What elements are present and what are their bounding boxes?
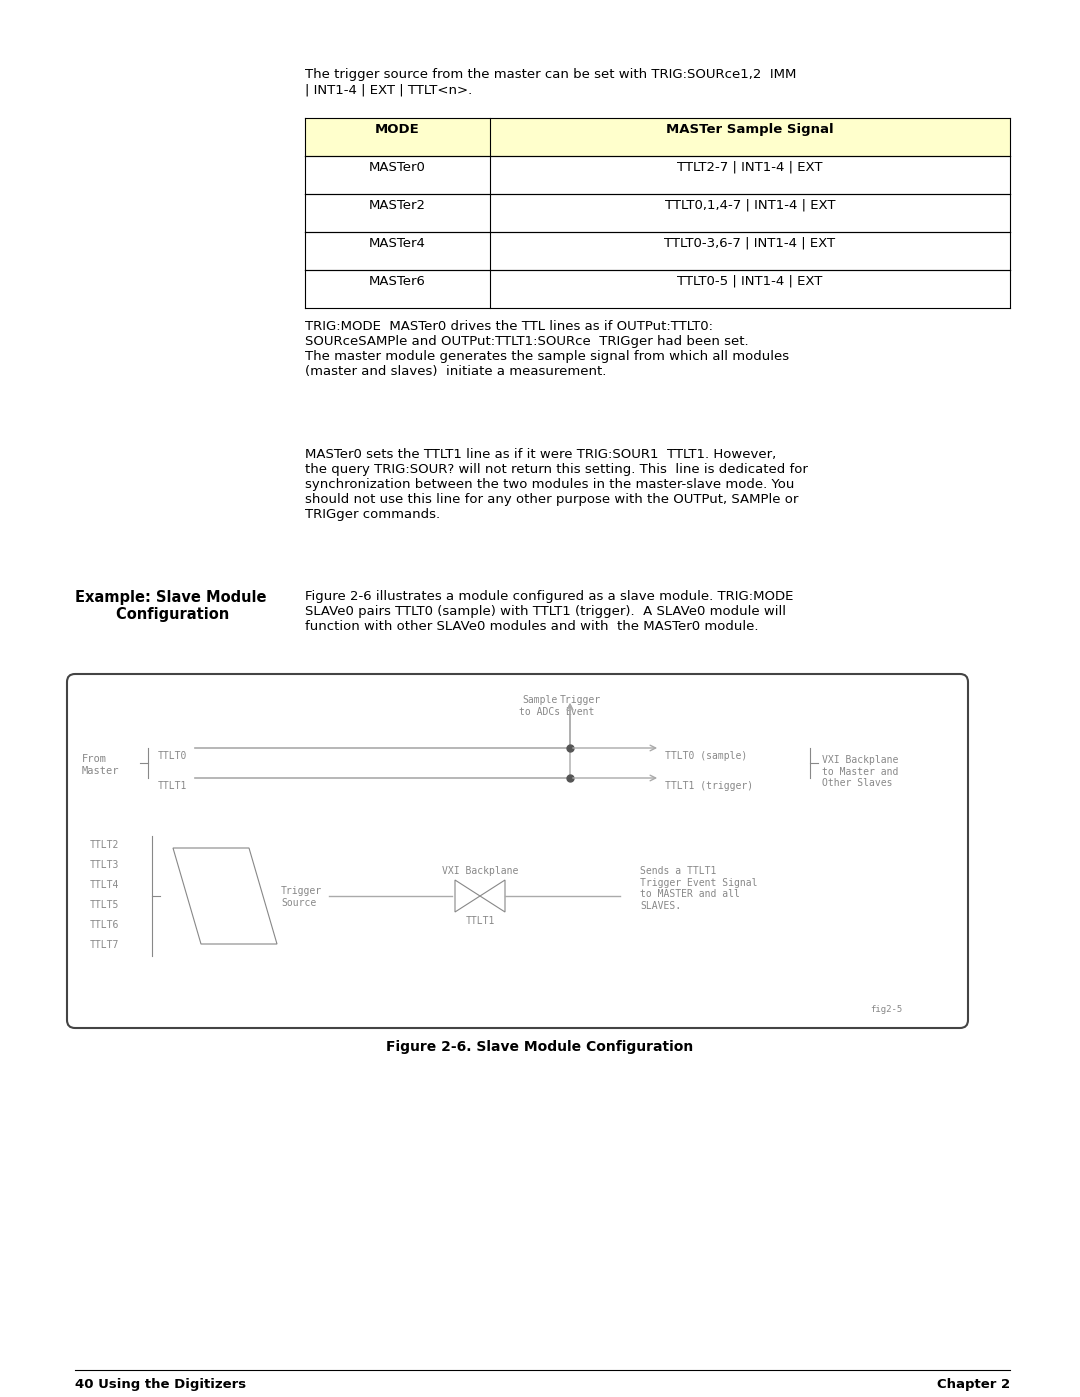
- Text: TTLT2-7 | INT1-4 | EXT: TTLT2-7 | INT1-4 | EXT: [677, 161, 823, 173]
- Text: TTLT0,1,4-7 | INT1-4 | EXT: TTLT0,1,4-7 | INT1-4 | EXT: [665, 198, 835, 212]
- Text: From
Master: From Master: [82, 754, 120, 775]
- Text: Figure 2-6. Slave Module Configuration: Figure 2-6. Slave Module Configuration: [387, 1039, 693, 1053]
- Text: Trigger
Event: Trigger Event: [559, 694, 600, 717]
- Text: TTLT4: TTLT4: [90, 880, 120, 890]
- Text: TTLT1: TTLT1: [158, 781, 187, 791]
- Text: TTLT0-5 | INT1-4 | EXT: TTLT0-5 | INT1-4 | EXT: [677, 275, 823, 288]
- Text: TTLT6: TTLT6: [90, 921, 120, 930]
- Text: Sends a TTLT1
Trigger Event Signal
to MASTER and all
SLAVES.: Sends a TTLT1 Trigger Event Signal to MA…: [640, 866, 757, 911]
- Bar: [305, 194, 1010, 232]
- Text: VXI Backplane: VXI Backplane: [442, 866, 518, 876]
- Text: IMM  —: IMM —: [208, 882, 241, 891]
- Text: INT1–4 —: INT1–4 —: [203, 895, 246, 905]
- Text: TTLT2: TTLT2: [90, 840, 120, 849]
- Text: TTLT0: TTLT0: [158, 752, 187, 761]
- Text: Trigger
Source: Trigger Source: [281, 886, 322, 908]
- Text: MASTer4: MASTer4: [369, 237, 426, 250]
- Text: MODE: MODE: [375, 123, 420, 136]
- Text: MASTer0 sets the TTLT1 line as if it were TRIG:SOUR1  TTLT1. However,
the query : MASTer0 sets the TTLT1 line as if it wer…: [305, 448, 808, 521]
- Text: EXT  —: EXT —: [208, 909, 241, 919]
- Text: MASTer0: MASTer0: [369, 161, 426, 173]
- Bar: [305, 156, 1010, 194]
- Text: TTLT5: TTLT5: [90, 900, 120, 909]
- Text: VXI Backplane
to Master and
Other Slaves: VXI Backplane to Master and Other Slaves: [822, 754, 899, 788]
- Text: Chapter 2: Chapter 2: [936, 1377, 1010, 1391]
- Text: The trigger source from the master can be set with TRIG:SOURce1,2  IMM
| INT1-4 : The trigger source from the master can b…: [305, 68, 796, 96]
- Text: 40 Using the Digitizers: 40 Using the Digitizers: [75, 1377, 246, 1391]
- Bar: [305, 232, 1010, 270]
- Polygon shape: [480, 880, 505, 912]
- Text: TTLT1 (trigger): TTLT1 (trigger): [665, 781, 753, 791]
- Text: Sample
to ADCs: Sample to ADCs: [519, 694, 561, 717]
- Text: MASTer6: MASTer6: [369, 275, 426, 288]
- Text: Example: Slave Module
        Configuration: Example: Slave Module Configuration: [75, 590, 267, 623]
- FancyBboxPatch shape: [67, 673, 968, 1028]
- Polygon shape: [455, 880, 480, 912]
- Bar: [305, 270, 1010, 307]
- Text: Figure 2-6 illustrates a module configured as a slave module. TRIG:MODE
SLAVe0 p: Figure 2-6 illustrates a module configur…: [305, 590, 794, 633]
- Text: TTLT0 (sample): TTLT0 (sample): [665, 752, 747, 761]
- Text: TTLT3: TTLT3: [90, 861, 120, 870]
- Bar: [305, 117, 1010, 156]
- Text: TTLT1: TTLT1: [465, 916, 495, 926]
- Text: TTLT7: TTLT7: [90, 940, 120, 950]
- Text: fig2-5: fig2-5: [870, 1004, 902, 1014]
- Text: TTLT0-3,6-7 | INT1-4 | EXT: TTLT0-3,6-7 | INT1-4 | EXT: [664, 237, 836, 250]
- Polygon shape: [173, 848, 276, 944]
- Text: MASTer Sample Signal: MASTer Sample Signal: [666, 123, 834, 136]
- Text: TRIG:MODE  MASTer0 drives the TTL lines as if OUTPut:TTLT0:
SOURceSAMPle and OUT: TRIG:MODE MASTer0 drives the TTL lines a…: [305, 320, 789, 379]
- Text: MASTer2: MASTer2: [369, 198, 426, 212]
